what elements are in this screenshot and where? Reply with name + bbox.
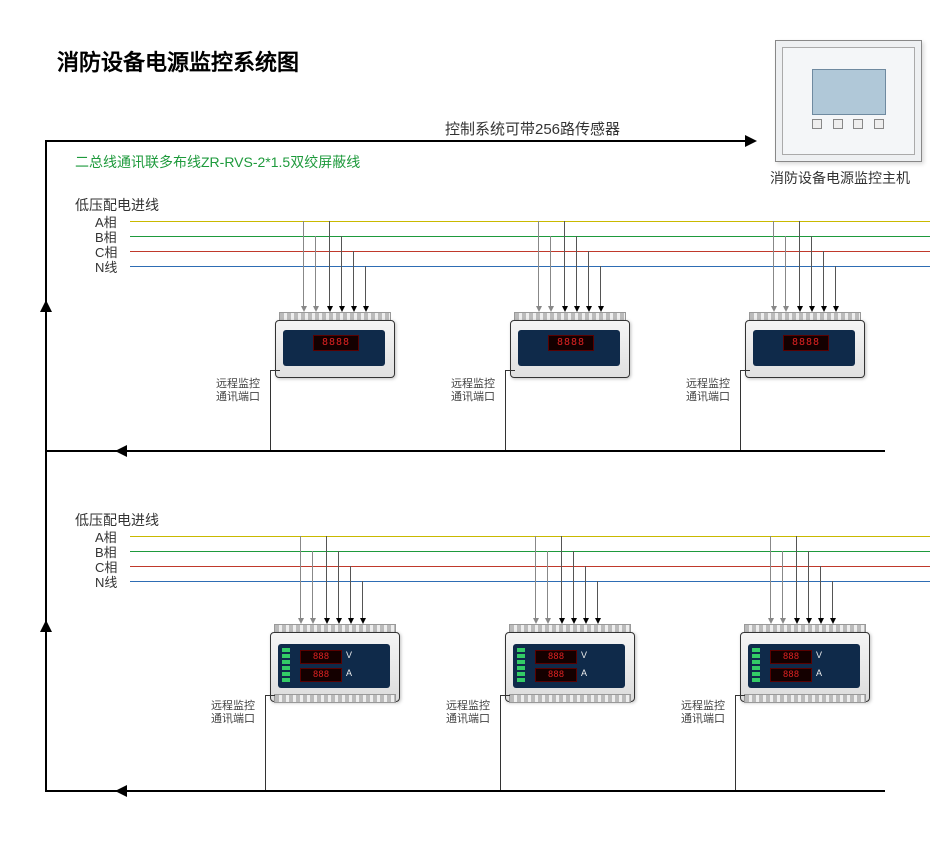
phase-line-g1-C (130, 251, 930, 252)
bus-arrow-up-2 (40, 620, 52, 632)
port-connector-h (265, 695, 275, 696)
phase-line-g2-B (130, 551, 930, 552)
port-label: 远程监控通讯端口 (211, 700, 261, 726)
port-connector-h (270, 370, 280, 371)
bus-arrow-up-1 (40, 300, 52, 312)
phase-line-g2-A (130, 536, 930, 537)
port-label: 远程监控通讯端口 (216, 378, 266, 404)
port-label: 远程监控通讯端口 (451, 378, 501, 404)
host-label: 消防设备电源监控主机 (770, 168, 910, 188)
bus-trunk-vertical (45, 140, 47, 790)
port-label: 远程监控通讯端口 (681, 700, 731, 726)
led-display-a: 888 (770, 668, 812, 682)
sensor-device-a: 8888 (275, 310, 395, 378)
sensor-device-b: 888 V 888 A (505, 622, 635, 702)
port-label: 远程监控通讯端口 (686, 378, 736, 404)
phase-label-g2-N: N线 (95, 572, 117, 591)
terminal-strip (509, 694, 631, 703)
host-screen (812, 69, 886, 115)
port-connector-v (505, 370, 506, 450)
feed-label-1: 低压配电进线 (75, 195, 159, 215)
phase-line-g1-N (130, 266, 930, 267)
sensor-device-a: 8888 (745, 310, 865, 378)
feed-label-2: 低压配电进线 (75, 510, 159, 530)
led-display-a: 888 (300, 668, 342, 682)
port-connector-v (500, 695, 501, 790)
bus-arrow-to-host (745, 135, 757, 147)
led-display-v: 888 (300, 650, 342, 664)
port-connector-h (505, 370, 515, 371)
phase-line-g2-N (130, 581, 930, 582)
bus-return-arrow-g1 (115, 445, 127, 457)
port-connector-v (740, 370, 741, 450)
port-connector-h (735, 695, 745, 696)
terminal-strip (744, 694, 866, 703)
led-display: 8888 (313, 335, 359, 351)
bus-capacity-label: 控制系统可带256路传感器 (445, 118, 620, 139)
phase-line-g2-C (130, 566, 930, 567)
bus-return-arrow-g2 (115, 785, 127, 797)
sensor-device-b: 888 V 888 A (740, 622, 870, 702)
led-display: 8888 (783, 335, 829, 351)
port-label: 远程监控通讯端口 (446, 700, 496, 726)
terminal-strip (274, 694, 396, 703)
bus-return-g1 (45, 450, 885, 452)
port-connector-h (740, 370, 750, 371)
bus-return-g2 (45, 790, 885, 792)
diagram-title: 消防设备电源监控系统图 (57, 45, 299, 77)
status-leds (282, 648, 292, 684)
bus-line-top (45, 140, 745, 142)
bus-cable-label: 二总线通讯联多布线ZR-RVS-2*1.5双绞屏蔽线 (75, 152, 360, 172)
phase-line-g1-A (130, 221, 930, 222)
port-connector-v (265, 695, 266, 790)
port-connector-v (270, 370, 271, 450)
led-display: 8888 (548, 335, 594, 351)
host-buttons (812, 119, 884, 127)
sensor-device-a: 8888 (510, 310, 630, 378)
status-leds (752, 648, 762, 684)
host-device (775, 40, 922, 162)
status-leds (517, 648, 527, 684)
led-display-a: 888 (535, 668, 577, 682)
port-connector-h (500, 695, 510, 696)
sensor-device-b: 888 V 888 A (270, 622, 400, 702)
led-display-v: 888 (535, 650, 577, 664)
port-connector-v (735, 695, 736, 790)
phase-label-g1-N: N线 (95, 257, 117, 276)
led-display-v: 888 (770, 650, 812, 664)
phase-line-g1-B (130, 236, 930, 237)
